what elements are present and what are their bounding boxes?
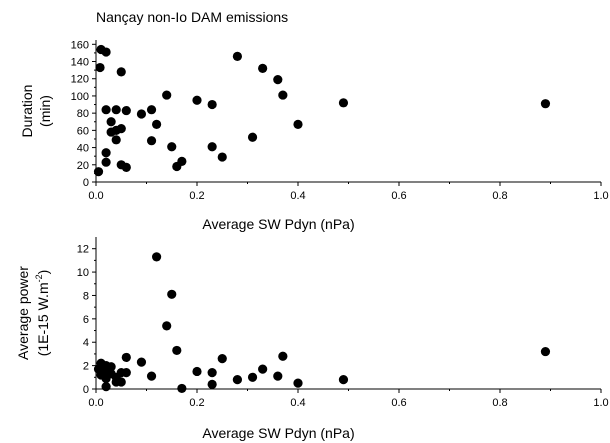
data-point — [273, 74, 283, 85]
data-point — [217, 354, 227, 364]
data-point — [121, 105, 131, 116]
x-axis-title: Average SW Pdyn (nPa) — [202, 425, 354, 441]
data-point — [177, 383, 187, 394]
data-point — [116, 124, 126, 134]
data-point — [93, 167, 104, 177]
data-point — [116, 377, 126, 387]
data-point — [101, 382, 111, 392]
y-tick-label: 6 — [83, 314, 89, 326]
y-tick-label: 12 — [77, 244, 89, 256]
data-point — [540, 346, 551, 357]
data-point — [121, 352, 131, 363]
data-point — [116, 67, 126, 77]
data-point — [111, 135, 121, 145]
data-point — [121, 368, 131, 378]
data-point — [273, 371, 283, 381]
data-point — [146, 371, 157, 381]
y-tick-label: 60 — [77, 125, 89, 137]
data-point — [207, 379, 217, 389]
data-point — [146, 105, 157, 115]
x-tick-label: 0.6 — [391, 397, 406, 409]
y-tick-label: 140 — [71, 57, 89, 69]
x-tick-label: 0.4 — [290, 397, 305, 409]
y-tick-label: 160 — [71, 39, 89, 51]
y-tick-label: 40 — [77, 143, 89, 155]
y-tick-label: 10 — [77, 267, 89, 279]
axis-frame — [95, 40, 601, 183]
y-tick-label: 120 — [71, 74, 89, 86]
y-tick-label: 4 — [83, 337, 89, 349]
data-point — [278, 351, 288, 361]
x-tick-label: 0.6 — [391, 190, 406, 202]
x-tick-label: 1.0 — [593, 397, 608, 409]
data-point — [278, 90, 288, 100]
data-point — [207, 99, 217, 110]
data-point — [101, 47, 111, 57]
y-axis-title: Average power — [15, 266, 31, 360]
data-point — [258, 364, 268, 374]
y-axis-title-units: (min) — [37, 95, 53, 127]
data-point — [247, 132, 258, 142]
x-tick-label: 0.0 — [88, 190, 103, 202]
data-point — [232, 375, 242, 385]
x-tick-label: 0.2 — [189, 397, 204, 409]
chart-panel-1: 0.0 0.2 0.4 0.6 0.8 1.0 0 20 40 60 80 100 120 140 160 A… — [19, 39, 609, 232]
data-point — [207, 142, 217, 152]
x-tick-label: 0.4 — [290, 190, 305, 202]
y-tick-label: 8 — [83, 290, 89, 302]
data-point — [338, 375, 349, 385]
y-tick-label: 100 — [71, 91, 89, 103]
data-point — [540, 99, 551, 109]
data-point — [167, 142, 177, 152]
chart-panel-2: 0.0 0.2 0.4 0.6 0.8 1.0 0 2 4 6 8 10 12 Average SW Pd… — [15, 237, 609, 441]
y-tick-label: 0 — [83, 384, 89, 396]
data-point — [247, 372, 258, 382]
data-point — [217, 152, 227, 162]
x-tick-label: 0.8 — [492, 190, 507, 202]
data-point — [101, 157, 111, 167]
data-point — [101, 105, 111, 115]
data-point — [207, 368, 217, 378]
data-point — [338, 98, 349, 108]
data-point — [162, 321, 172, 331]
x-tick-label: 1.0 — [593, 190, 608, 202]
y-tick-label: 0 — [83, 177, 89, 189]
data-point — [95, 62, 105, 73]
data-point — [136, 109, 147, 119]
data-point — [121, 162, 131, 172]
data-point — [167, 289, 177, 299]
data-point — [172, 345, 182, 356]
data-point — [152, 252, 162, 262]
data-point — [177, 156, 187, 166]
y-tick-label: 2 — [83, 361, 89, 373]
data-point — [146, 136, 157, 146]
y-axis-title-units: (1E-15 W.m-2) — [34, 270, 51, 357]
data-point — [162, 90, 172, 100]
data-point — [106, 117, 116, 127]
x-axis-title: Average SW Pdyn (nPa) — [202, 216, 354, 232]
figure-title: Nançay non-Io DAM emissions — [96, 9, 288, 25]
x-tick-label: 0.8 — [492, 397, 507, 409]
x-tick-label: 0.0 — [88, 397, 103, 409]
axis-frame — [95, 237, 601, 390]
y-axis-title: Duration — [19, 85, 35, 138]
data-point — [232, 51, 242, 61]
data-point — [192, 95, 202, 105]
data-point — [293, 119, 303, 129]
data-point — [101, 148, 111, 158]
data-point — [258, 63, 268, 73]
x-tick-label: 0.2 — [189, 190, 204, 202]
data-point — [106, 362, 116, 372]
data-point — [111, 105, 121, 115]
data-point — [293, 378, 303, 388]
data-point — [152, 119, 162, 129]
chart-panels: 0.0 0.2 0.4 0.6 0.8 1.0020406080100120140160A… — [15, 39, 609, 441]
data-point — [192, 366, 202, 377]
y-tick-label: 80 — [77, 108, 89, 120]
data-point — [136, 357, 147, 367]
y-tick-label: 20 — [77, 160, 89, 172]
